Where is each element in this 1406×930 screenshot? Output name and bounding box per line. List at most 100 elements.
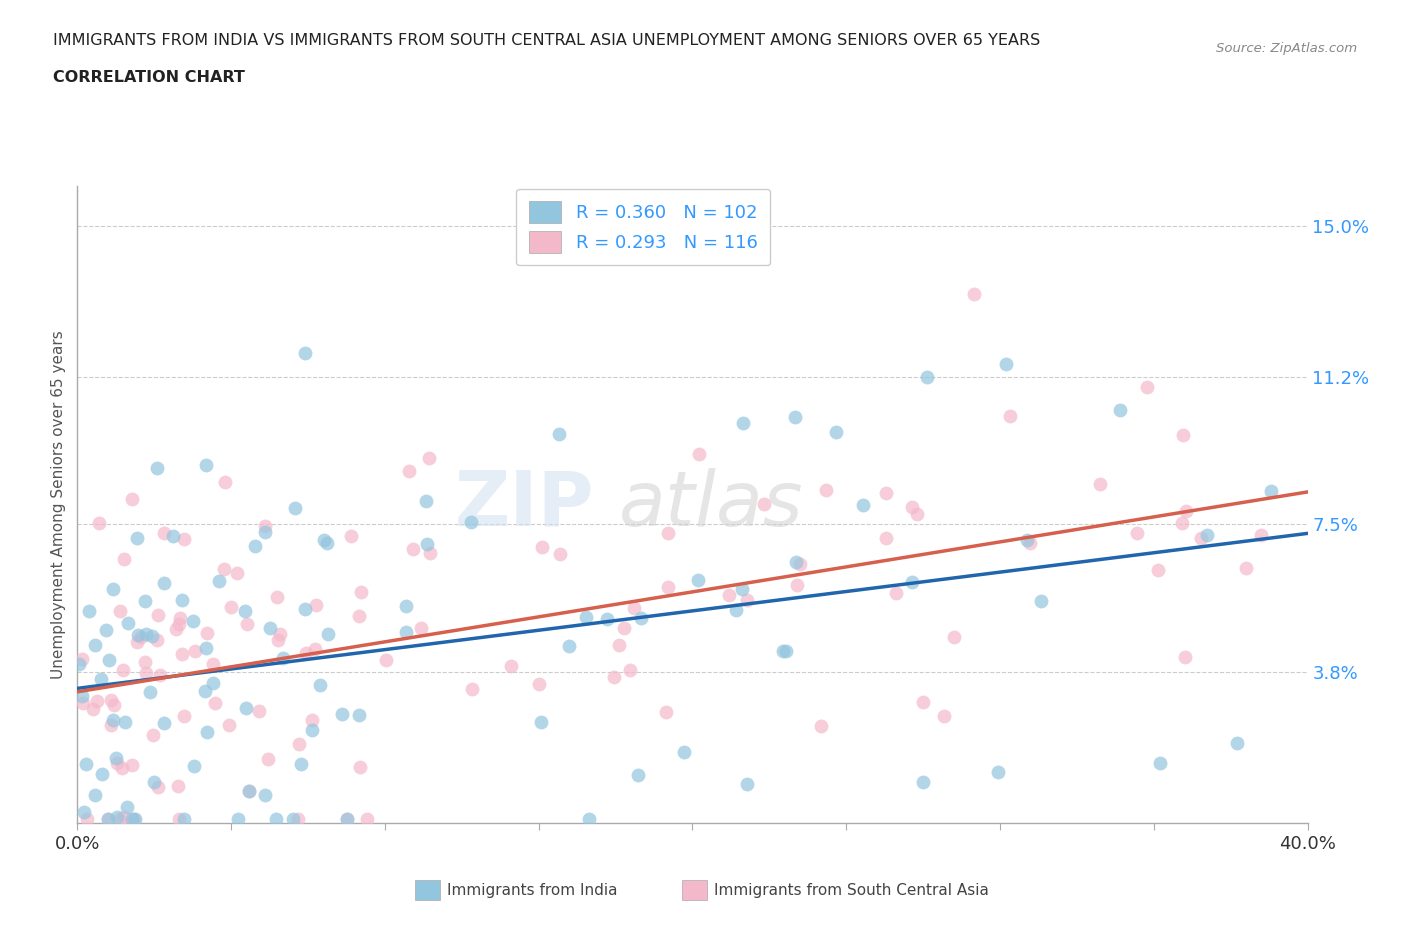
Point (875, 530, 897, 545)
Point (607, 637, 630, 652)
Point (657, 579, 679, 594)
Point (349, 707, 371, 722)
Point (900, 500, 922, 515)
Text: CORRELATION CHART: CORRELATION CHART (53, 70, 245, 85)
Point (165, 621, 187, 636)
Point (129, 630, 152, 644)
Point (184, 644, 207, 658)
Point (100, 693, 122, 708)
Point (145, 632, 167, 647)
Point (266, 590, 288, 604)
Point (619, 663, 641, 678)
Point (1029, 593, 1052, 608)
Point (153, 525, 176, 540)
Point (672, 745, 695, 760)
Point (254, 525, 277, 539)
Point (752, 497, 775, 512)
Point (1109, 403, 1132, 418)
Point (1146, 563, 1168, 578)
Point (195, 458, 218, 472)
Point (90, 767, 112, 782)
Point (112, 551, 135, 566)
Point (77, 604, 100, 618)
Point (183, 613, 205, 628)
Text: ZIP: ZIP (454, 468, 595, 541)
Point (269, 627, 291, 642)
Point (259, 621, 281, 636)
Point (173, 812, 195, 827)
Point (183, 759, 205, 774)
Point (111, 761, 134, 776)
Point (852, 498, 875, 512)
Point (301, 712, 323, 727)
Point (112, 662, 135, 677)
Point (398, 464, 420, 479)
Point (72, 689, 94, 704)
Point (1174, 649, 1197, 664)
Point (737, 777, 759, 791)
Point (173, 532, 195, 547)
Point (235, 617, 257, 631)
Point (1149, 755, 1171, 770)
Point (117, 616, 139, 631)
Point (731, 581, 754, 596)
Point (135, 666, 157, 681)
Point (149, 668, 172, 683)
Point (356, 812, 378, 827)
Text: Immigrants from India: Immigrants from India (447, 883, 617, 897)
Point (195, 626, 218, 641)
Point (145, 461, 167, 476)
Point (375, 653, 398, 668)
Point (103, 581, 125, 596)
Point (226, 565, 249, 580)
Legend: R = 0.360   N = 102, R = 0.293   N = 116: R = 0.360 N = 102, R = 0.293 N = 116 (516, 189, 770, 265)
Point (336, 812, 359, 827)
Point (418, 450, 440, 465)
Point (350, 584, 373, 599)
Point (172, 647, 194, 662)
Point (530, 715, 553, 730)
Point (627, 767, 650, 782)
Point (67, 657, 90, 671)
Point (195, 724, 218, 739)
Point (90, 671, 112, 686)
Point (105, 756, 128, 771)
Point (1174, 503, 1197, 518)
Point (531, 540, 554, 555)
Point (238, 783, 260, 798)
Point (104, 751, 127, 765)
Point (411, 620, 433, 635)
Text: Immigrants from South Central Asia: Immigrants from South Central Asia (714, 883, 990, 897)
Point (108, 604, 131, 618)
Point (1171, 516, 1194, 531)
Point (138, 684, 160, 699)
Point (415, 494, 437, 509)
Point (290, 757, 312, 772)
Point (349, 760, 371, 775)
Point (214, 474, 236, 489)
Point (717, 588, 740, 603)
Point (810, 719, 832, 734)
Point (301, 722, 323, 737)
Point (529, 677, 551, 692)
Point (789, 557, 811, 572)
Point (228, 812, 250, 827)
Point (201, 657, 224, 671)
Point (235, 701, 257, 716)
Point (578, 812, 600, 827)
Point (994, 356, 1017, 371)
Point (287, 737, 309, 751)
Point (105, 810, 128, 825)
Text: IMMIGRANTS FROM INDIA VS IMMIGRANTS FROM SOUTH CENTRAL ASIA UNEMPLOYMENT AMONG S: IMMIGRANTS FROM INDIA VS IMMIGRANTS FROM… (53, 33, 1040, 47)
Point (125, 530, 148, 545)
Point (267, 632, 290, 647)
Point (208, 573, 231, 588)
Point (630, 610, 652, 625)
Point (1226, 736, 1249, 751)
Point (686, 572, 709, 587)
Point (98, 653, 121, 668)
Point (148, 608, 170, 623)
Point (219, 599, 242, 614)
Point (731, 415, 754, 430)
Point (266, 812, 288, 827)
